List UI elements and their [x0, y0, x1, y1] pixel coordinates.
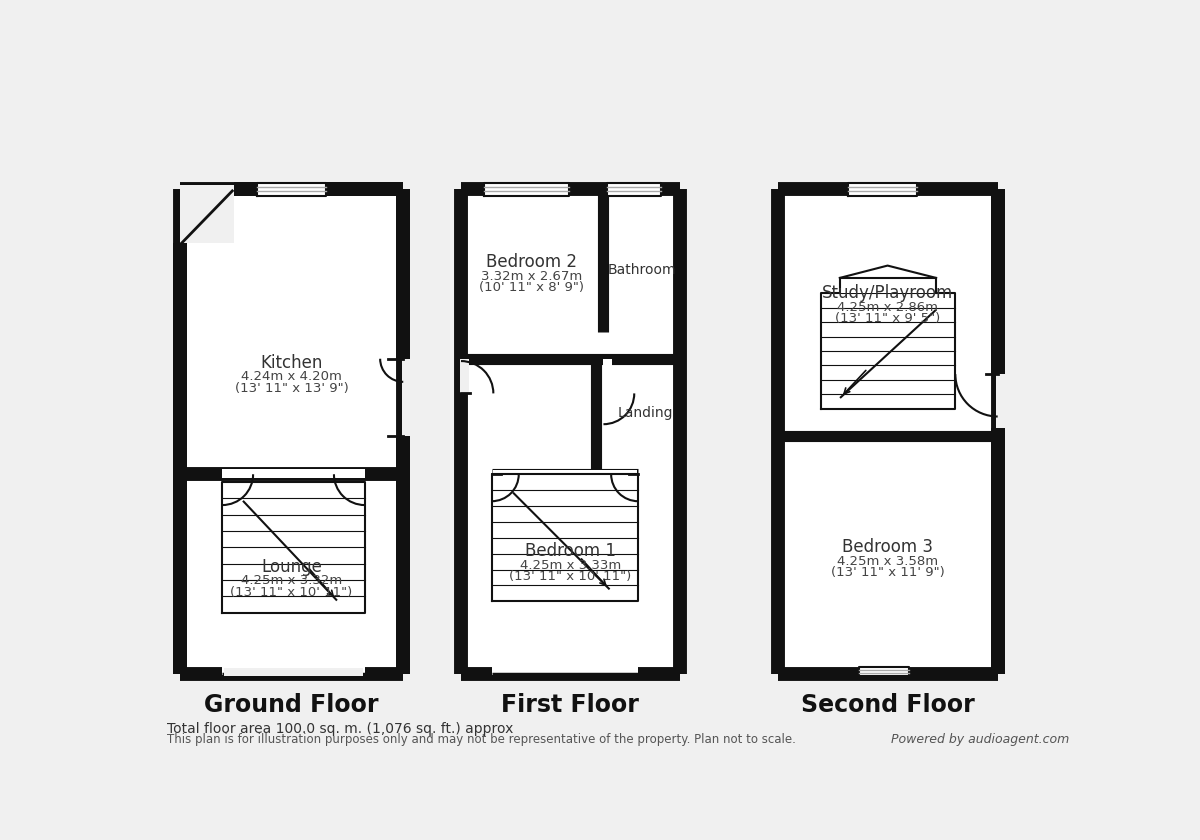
Text: 4.25m x 2.86m: 4.25m x 2.86m [838, 301, 938, 313]
Text: (13' 11" x 10' 11"): (13' 11" x 10' 11") [509, 570, 631, 583]
Text: Ground Floor: Ground Floor [204, 693, 379, 717]
Bar [402, 359, 418, 436]
Bar [859, 667, 910, 676]
Text: Powered by audioagent.com: Powered by audioagent.com [892, 733, 1069, 747]
Text: Second Floor: Second Floor [800, 693, 974, 717]
Bar [996, 374, 1010, 428]
Bar [257, 183, 326, 196]
Bar [461, 189, 680, 675]
Bar [821, 293, 955, 409]
Text: First Floor: First Floor [502, 693, 640, 717]
Text: 4.25m x 3.58m: 4.25m x 3.58m [838, 554, 938, 568]
Text: 4.24m x 4.20m: 4.24m x 4.20m [241, 370, 342, 383]
Bar [222, 469, 365, 478]
Text: Landing: Landing [618, 406, 673, 420]
Bar [222, 482, 365, 613]
Bar [224, 669, 364, 676]
Bar [222, 666, 365, 675]
Bar [840, 278, 936, 293]
Bar [180, 186, 234, 244]
Text: 4.25m x 3.33m: 4.25m x 3.33m [520, 559, 620, 571]
Text: (10' 11" x 8' 9"): (10' 11" x 8' 9") [479, 281, 584, 294]
Bar [602, 359, 612, 393]
Bar [180, 189, 403, 675]
Bar [492, 666, 638, 675]
Text: Total floor area 100.0 sq. m. (1,076 sq. ft.) approx: Total floor area 100.0 sq. m. (1,076 sq.… [167, 722, 514, 736]
Text: (13' 11" x 13' 9"): (13' 11" x 13' 9") [235, 381, 348, 395]
Bar [607, 183, 661, 196]
Text: Study/Playroom: Study/Playroom [822, 284, 953, 302]
Text: Bedroom 2: Bedroom 2 [486, 254, 577, 271]
Bar [492, 475, 638, 601]
Bar [461, 359, 469, 393]
Text: Bathroom: Bathroom [607, 263, 677, 277]
Bar [484, 183, 569, 196]
Text: 3.32m x 2.67m: 3.32m x 2.67m [481, 270, 582, 283]
Text: This plan is for illustration purposes only and may not be representative of the: This plan is for illustration purposes o… [167, 733, 796, 747]
Bar [779, 189, 997, 675]
Text: (13' 11" x 11' 9"): (13' 11" x 11' 9") [830, 566, 944, 580]
Text: Kitchen: Kitchen [260, 354, 323, 371]
Text: (13' 11" x 9' 5"): (13' 11" x 9' 5") [835, 312, 941, 325]
Text: Lounge: Lounge [262, 558, 322, 575]
Text: Bedroom 1: Bedroom 1 [524, 543, 616, 560]
Bar [493, 470, 636, 478]
Text: 4.25m x 3.32m: 4.25m x 3.32m [241, 574, 342, 587]
Text: Bedroom 3: Bedroom 3 [842, 538, 934, 556]
Bar [847, 183, 917, 196]
Text: (13' 11" x 10' 11"): (13' 11" x 10' 11") [230, 585, 353, 599]
